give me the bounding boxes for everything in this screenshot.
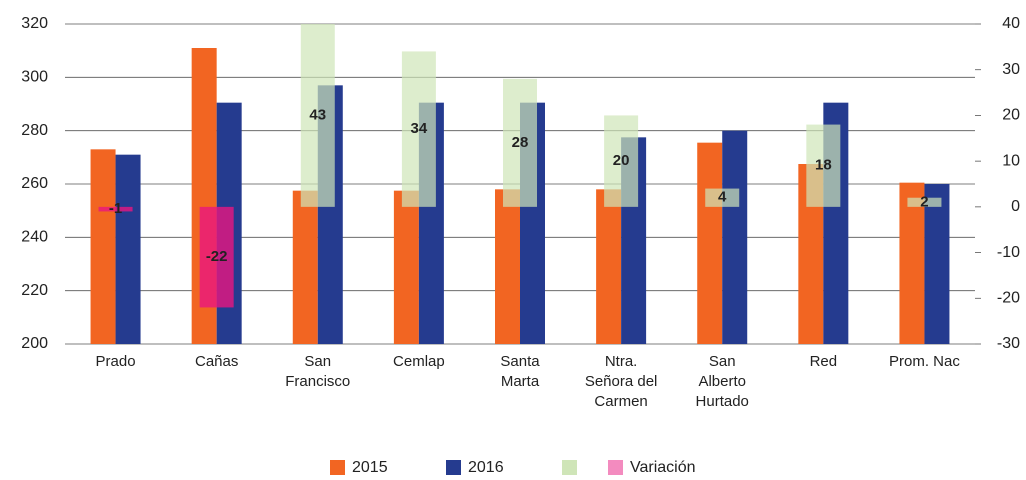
y2-tick-label: 30 (1002, 61, 1020, 78)
legend-label: 2016 (468, 459, 504, 476)
x-tick-label: Ntra. Señora del Carmen (585, 353, 658, 410)
y2-tick-label: 10 (1002, 152, 1020, 169)
bar (722, 130, 748, 344)
legend-label: 2015 (352, 459, 388, 476)
y-tick-label: 220 (21, 282, 48, 299)
x-tick-label: Prom. Nac (889, 353, 960, 370)
variation-bar (199, 206, 234, 308)
x-tick-label: Prado (96, 353, 136, 370)
bar (596, 189, 622, 344)
y2-tick-label: -10 (997, 244, 1020, 261)
variation-bar (300, 24, 335, 207)
bar (393, 190, 419, 344)
legend-swatch (608, 460, 623, 475)
legend-swatch (330, 460, 345, 475)
y-tick-label: 320 (21, 15, 48, 32)
variation-bar (503, 78, 537, 207)
x-tick-label: Cemlap (393, 353, 445, 370)
data-label: 18 (815, 157, 832, 174)
y-tick-label: 300 (21, 69, 48, 86)
bar (924, 184, 950, 344)
data-label: -22 (206, 248, 228, 265)
variation-bar (604, 115, 639, 207)
data-label: 34 (411, 120, 428, 137)
bar (495, 189, 520, 344)
bar (697, 142, 723, 344)
y2-tick-label: -20 (997, 290, 1020, 307)
bar (899, 182, 925, 344)
plot-area (90, 24, 950, 344)
variation-bar (401, 51, 436, 207)
data-label: 28 (512, 134, 529, 151)
y-tick-label: 240 (21, 229, 48, 246)
x-tick-label: San Alberto Hurtado (696, 353, 749, 410)
data-label: 43 (309, 106, 326, 123)
legend-swatch (446, 460, 461, 475)
variation-bar (98, 206, 133, 212)
bar (90, 149, 116, 344)
y2-tick-label: 20 (1002, 107, 1020, 124)
y-tick-label: 260 (21, 175, 48, 192)
y2-tick-label: 40 (1002, 15, 1020, 32)
variation-bar (907, 197, 942, 207)
x-tick-label: Red (810, 353, 838, 370)
legend-swatch (562, 460, 577, 475)
y2-tick-label: 0 (1011, 198, 1020, 215)
variation-bar (806, 124, 841, 207)
data-label: 2 (920, 193, 928, 210)
bar (115, 154, 141, 344)
legend-label: Variación (630, 459, 696, 476)
y-tick-label: 280 (21, 122, 48, 139)
y-tick-label: 200 (21, 335, 48, 352)
bar (292, 190, 318, 344)
data-label: -1 (109, 200, 122, 217)
x-tick-label: San Francisco (285, 353, 350, 390)
variation-bar (705, 188, 740, 207)
x-tick-label: Santa Marta (500, 353, 540, 390)
x-tick-label: Cañas (195, 353, 238, 370)
data-label: 20 (613, 152, 630, 169)
data-label: 4 (718, 189, 727, 206)
y2-tick-label: -30 (997, 335, 1020, 352)
